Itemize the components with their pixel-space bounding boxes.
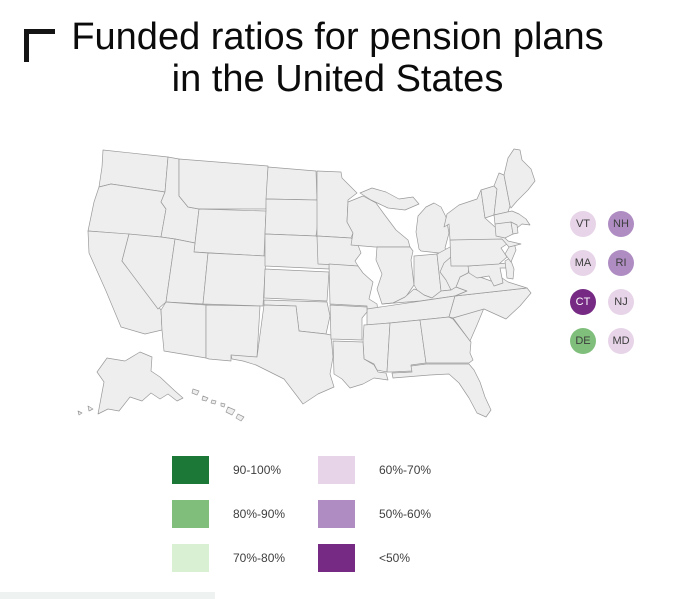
legend-swatch-under-50 — [318, 544, 355, 572]
state-TX[interactable] — [230, 304, 335, 405]
state-CO[interactable] — [202, 252, 267, 307]
legend-swatch-50-60 — [318, 500, 355, 528]
state-MT[interactable] — [178, 158, 269, 210]
legend-label-80-90: 80%-90% — [233, 507, 286, 521]
small-state-circle-de[interactable]: DE — [570, 328, 596, 354]
state-NC[interactable] — [448, 287, 532, 320]
state-OR[interactable] — [87, 183, 167, 238]
small-state-label-md: MD — [612, 335, 630, 347]
state-AK[interactable] — [77, 351, 184, 416]
small-state-label-nj: NJ — [614, 296, 628, 308]
small-state-circle-ct[interactable]: CT — [570, 289, 596, 315]
state-SD[interactable] — [264, 198, 321, 237]
legend-swatch-80-90 — [172, 500, 209, 528]
small-state-label-ma: MA — [574, 257, 592, 269]
state-RI[interactable] — [510, 221, 519, 235]
small-state-circle-nj[interactable]: NJ — [608, 289, 634, 315]
state-WY[interactable] — [193, 208, 267, 257]
state-NY[interactable] — [443, 189, 522, 248]
legend-label-90-100: 90-100% — [233, 463, 282, 477]
small-state-label-nh: NH — [613, 218, 629, 230]
state-NM[interactable] — [205, 304, 261, 362]
small-state-label-de: DE — [575, 335, 591, 347]
bottom-edge-strip — [0, 592, 215, 599]
small-state-circle-vt[interactable]: VT — [570, 211, 596, 237]
small-state-label-vt: VT — [575, 218, 591, 230]
legend-column-right: 60%-70% 50%-60% <50% — [318, 456, 431, 572]
state-WI[interactable] — [346, 195, 411, 248]
state-AR[interactable] — [329, 304, 368, 341]
legend-swatch-90-100 — [172, 456, 209, 484]
state-KS[interactable] — [263, 268, 330, 302]
state-LA[interactable] — [332, 340, 389, 389]
legend-item-under-50: <50% — [318, 544, 431, 572]
legend-column-left: 90-100% 80%-90% 70%-80% — [172, 456, 285, 572]
legend-label-under-50: <50% — [379, 551, 411, 565]
state-ME[interactable] — [503, 148, 536, 209]
small-state-circle-nh[interactable]: NH — [608, 211, 634, 237]
legend-item-90-100: 90-100% — [172, 456, 285, 484]
state-HI[interactable] — [191, 388, 245, 422]
legend-item-80-90: 80%-90% — [172, 500, 285, 528]
legend-swatch-70-80 — [172, 544, 209, 572]
legend-item-60-70: 60%-70% — [318, 456, 431, 484]
small-state-label-ri: RI — [615, 257, 627, 269]
legend-label-50-60: 50%-60% — [379, 507, 432, 521]
chart-title: Funded ratios for pension plans in the U… — [0, 16, 675, 100]
small-state-circle-ma[interactable]: MA — [570, 250, 596, 276]
legend-label-70-80: 70%-80% — [233, 551, 286, 565]
state-PA[interactable] — [449, 236, 508, 267]
state-FL[interactable] — [391, 363, 492, 418]
legend-label-60-70: 60%-70% — [379, 463, 432, 477]
chart-title-line1: Funded ratios for pension plans — [71, 16, 604, 58]
legend-item-70-80: 70%-80% — [172, 544, 285, 572]
small-state-label-ct: CT — [575, 296, 591, 308]
state-MO[interactable] — [328, 263, 379, 313]
state-NH[interactable] — [493, 172, 511, 216]
state-AL[interactable] — [386, 319, 427, 373]
state-CT[interactable] — [494, 221, 514, 239]
small-state-callouts: VT NH MA RI CT NJ DE MD — [570, 211, 634, 354]
legend-swatch-60-70 — [318, 456, 355, 484]
cropped-frame-corner — [24, 29, 55, 62]
chart-title-line2: in the United States — [171, 58, 504, 100]
small-state-circle-md[interactable]: MD — [608, 328, 634, 354]
small-state-circle-ri[interactable]: RI — [608, 250, 634, 276]
state-DE[interactable] — [504, 257, 515, 280]
state-AZ[interactable] — [160, 301, 207, 359]
state-ND[interactable] — [265, 166, 318, 201]
legend-item-50-60: 50%-60% — [318, 500, 431, 528]
